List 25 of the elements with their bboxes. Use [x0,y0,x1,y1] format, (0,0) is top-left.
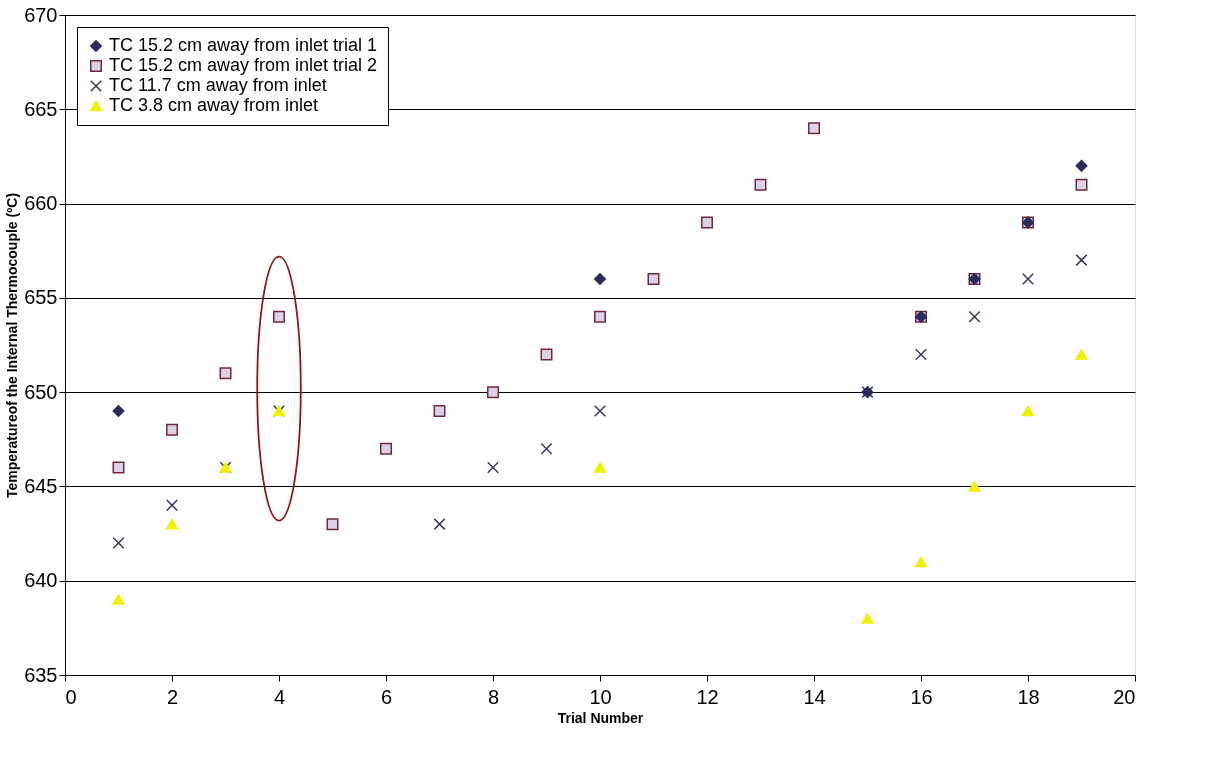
y-tick-label: 635 [24,663,58,686]
y-tick-label: 650 [24,380,58,403]
y-tick-label: 645 [24,474,58,497]
x-tick-label: 2 [166,685,179,708]
y-axis-title: Temperatureof the Internal Thermocouple (ºC) [4,192,21,499]
x-tick-label: 6 [380,685,393,708]
x-tick-label: 0 [65,685,77,708]
legend-label: TC 3.8 cm away from inlet [109,95,319,115]
y-tick-label: 655 [24,286,58,309]
legend-label: TC 15.2 cm away from inlet trial 2 [109,55,378,75]
x-tick-label: 10 [589,685,612,708]
y-tick-label: 660 [24,192,58,215]
y-tick-label: 670 [24,3,58,26]
x-tick-label: 12 [696,685,719,708]
legend-label: TC 11.7 cm away from inlet [109,75,327,95]
x-tick-label: 16 [910,685,933,708]
x-tick-label: 4 [273,685,286,708]
x-tick-label: 18 [1017,685,1040,708]
y-tick-label: 640 [24,569,58,592]
y-tick-label: 665 [24,97,58,120]
x-tick-label: 8 [487,685,500,708]
x-axis-title: Trial Number [557,709,644,726]
x-tick-label: 14 [803,685,826,708]
x-tick-label: 20 [1113,685,1136,708]
legend-label: TC 15.2 cm away from inlet trial 1 [109,35,378,55]
